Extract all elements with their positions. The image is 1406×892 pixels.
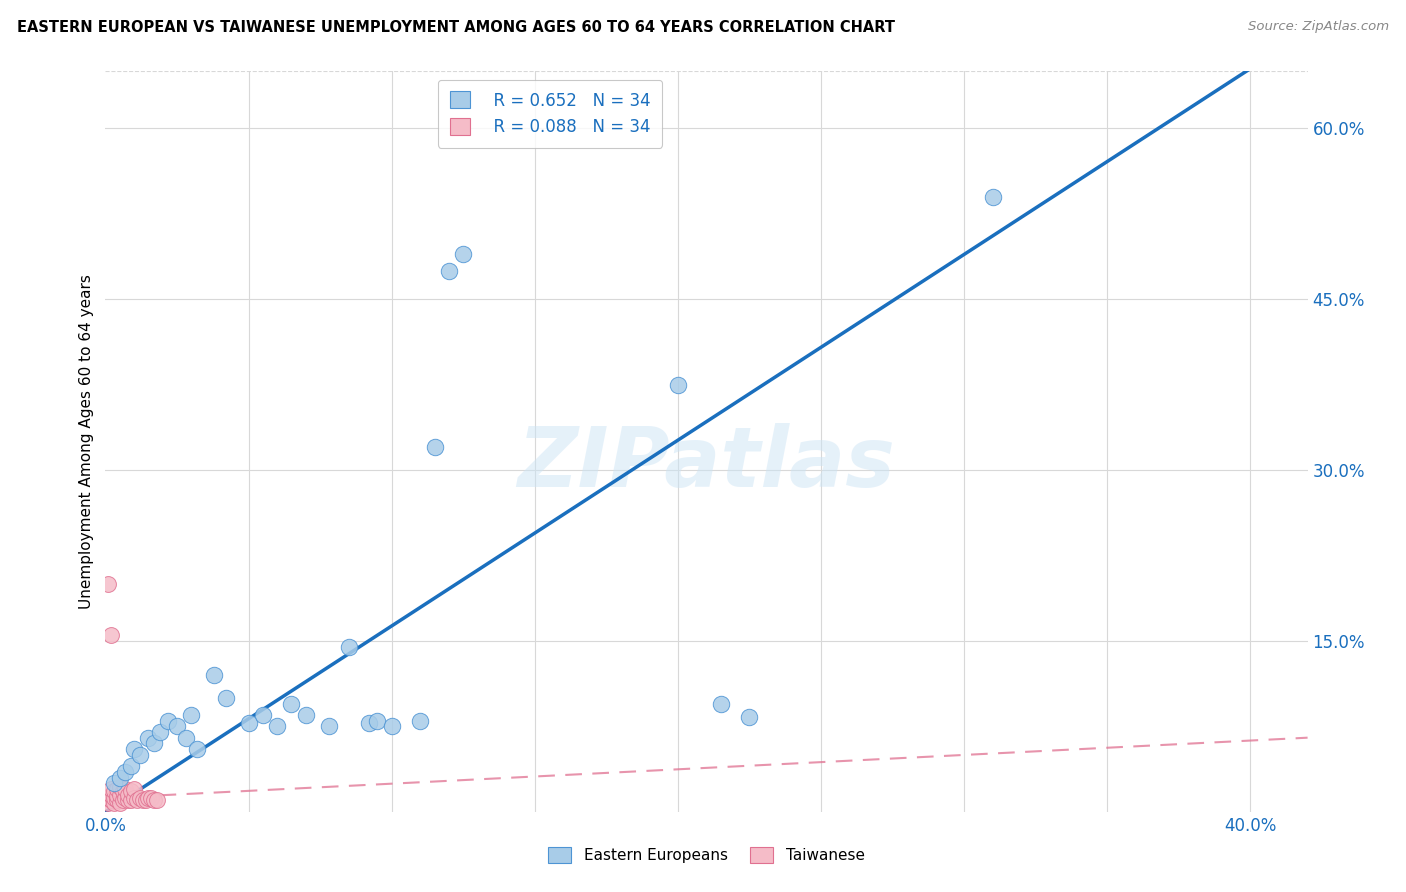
Point: [114, 791, 136, 805]
Point: [97, 791, 120, 805]
Point: [180, 707, 202, 722]
Point: [409, 714, 432, 728]
Point: [981, 189, 1004, 203]
Point: [295, 707, 318, 722]
Point: [120, 759, 142, 773]
Point: [157, 714, 180, 728]
Y-axis label: Unemployment Among Ages 60 to 64 years: Unemployment Among Ages 60 to 64 years: [79, 274, 94, 609]
Point: [103, 796, 125, 810]
Point: [114, 764, 136, 779]
Point: [138, 731, 160, 745]
Point: [122, 791, 145, 805]
Point: [437, 263, 460, 277]
Point: [141, 791, 163, 805]
Point: [381, 719, 404, 733]
Point: [100, 793, 122, 807]
Point: [108, 771, 131, 785]
Point: [120, 793, 142, 807]
Text: Source: ZipAtlas.com: Source: ZipAtlas.com: [1249, 20, 1389, 33]
Point: [97, 796, 120, 810]
Point: [143, 793, 166, 807]
Point: [146, 793, 169, 807]
Point: [117, 788, 139, 802]
Point: [105, 793, 128, 807]
Point: [125, 793, 148, 807]
Point: [143, 736, 166, 750]
Point: [100, 788, 122, 802]
Point: [202, 668, 225, 682]
Point: [131, 793, 153, 807]
Point: [149, 725, 172, 739]
Point: [122, 781, 145, 796]
Text: ZIPatlas: ZIPatlas: [517, 423, 896, 504]
Point: [710, 697, 733, 711]
Point: [105, 781, 128, 796]
Point: [108, 788, 131, 802]
Point: [108, 780, 131, 794]
Point: [451, 246, 474, 260]
Point: [186, 742, 208, 756]
Point: [103, 784, 125, 798]
Point: [318, 719, 340, 733]
Point: [738, 710, 761, 724]
Point: [252, 707, 274, 722]
Point: [97, 577, 120, 591]
Point: [111, 784, 134, 798]
Point: [105, 789, 128, 803]
Point: [108, 796, 131, 810]
Point: [122, 742, 145, 756]
Point: [366, 714, 388, 728]
Point: [138, 791, 160, 805]
Text: EASTERN EUROPEAN VS TAIWANESE UNEMPLOYMENT AMONG AGES 60 TO 64 YEARS CORRELATION: EASTERN EUROPEAN VS TAIWANESE UNEMPLOYME…: [17, 20, 894, 35]
Legend: Eastern Europeans, Taiwanese: Eastern Europeans, Taiwanese: [541, 839, 872, 871]
Point: [103, 776, 125, 790]
Point: [114, 781, 136, 796]
Point: [423, 440, 446, 454]
Point: [128, 791, 150, 805]
Point: [238, 715, 260, 730]
Point: [111, 793, 134, 807]
Point: [266, 719, 288, 733]
Point: [117, 793, 139, 807]
Point: [128, 747, 150, 762]
Point: [666, 377, 689, 392]
Point: [214, 690, 236, 705]
Point: [103, 791, 125, 805]
Point: [166, 719, 188, 733]
Point: [337, 640, 360, 654]
Point: [120, 784, 142, 798]
Point: [174, 731, 197, 745]
Point: [135, 793, 157, 807]
Point: [280, 697, 302, 711]
Point: [100, 628, 122, 642]
Point: [100, 781, 122, 796]
Point: [357, 715, 380, 730]
